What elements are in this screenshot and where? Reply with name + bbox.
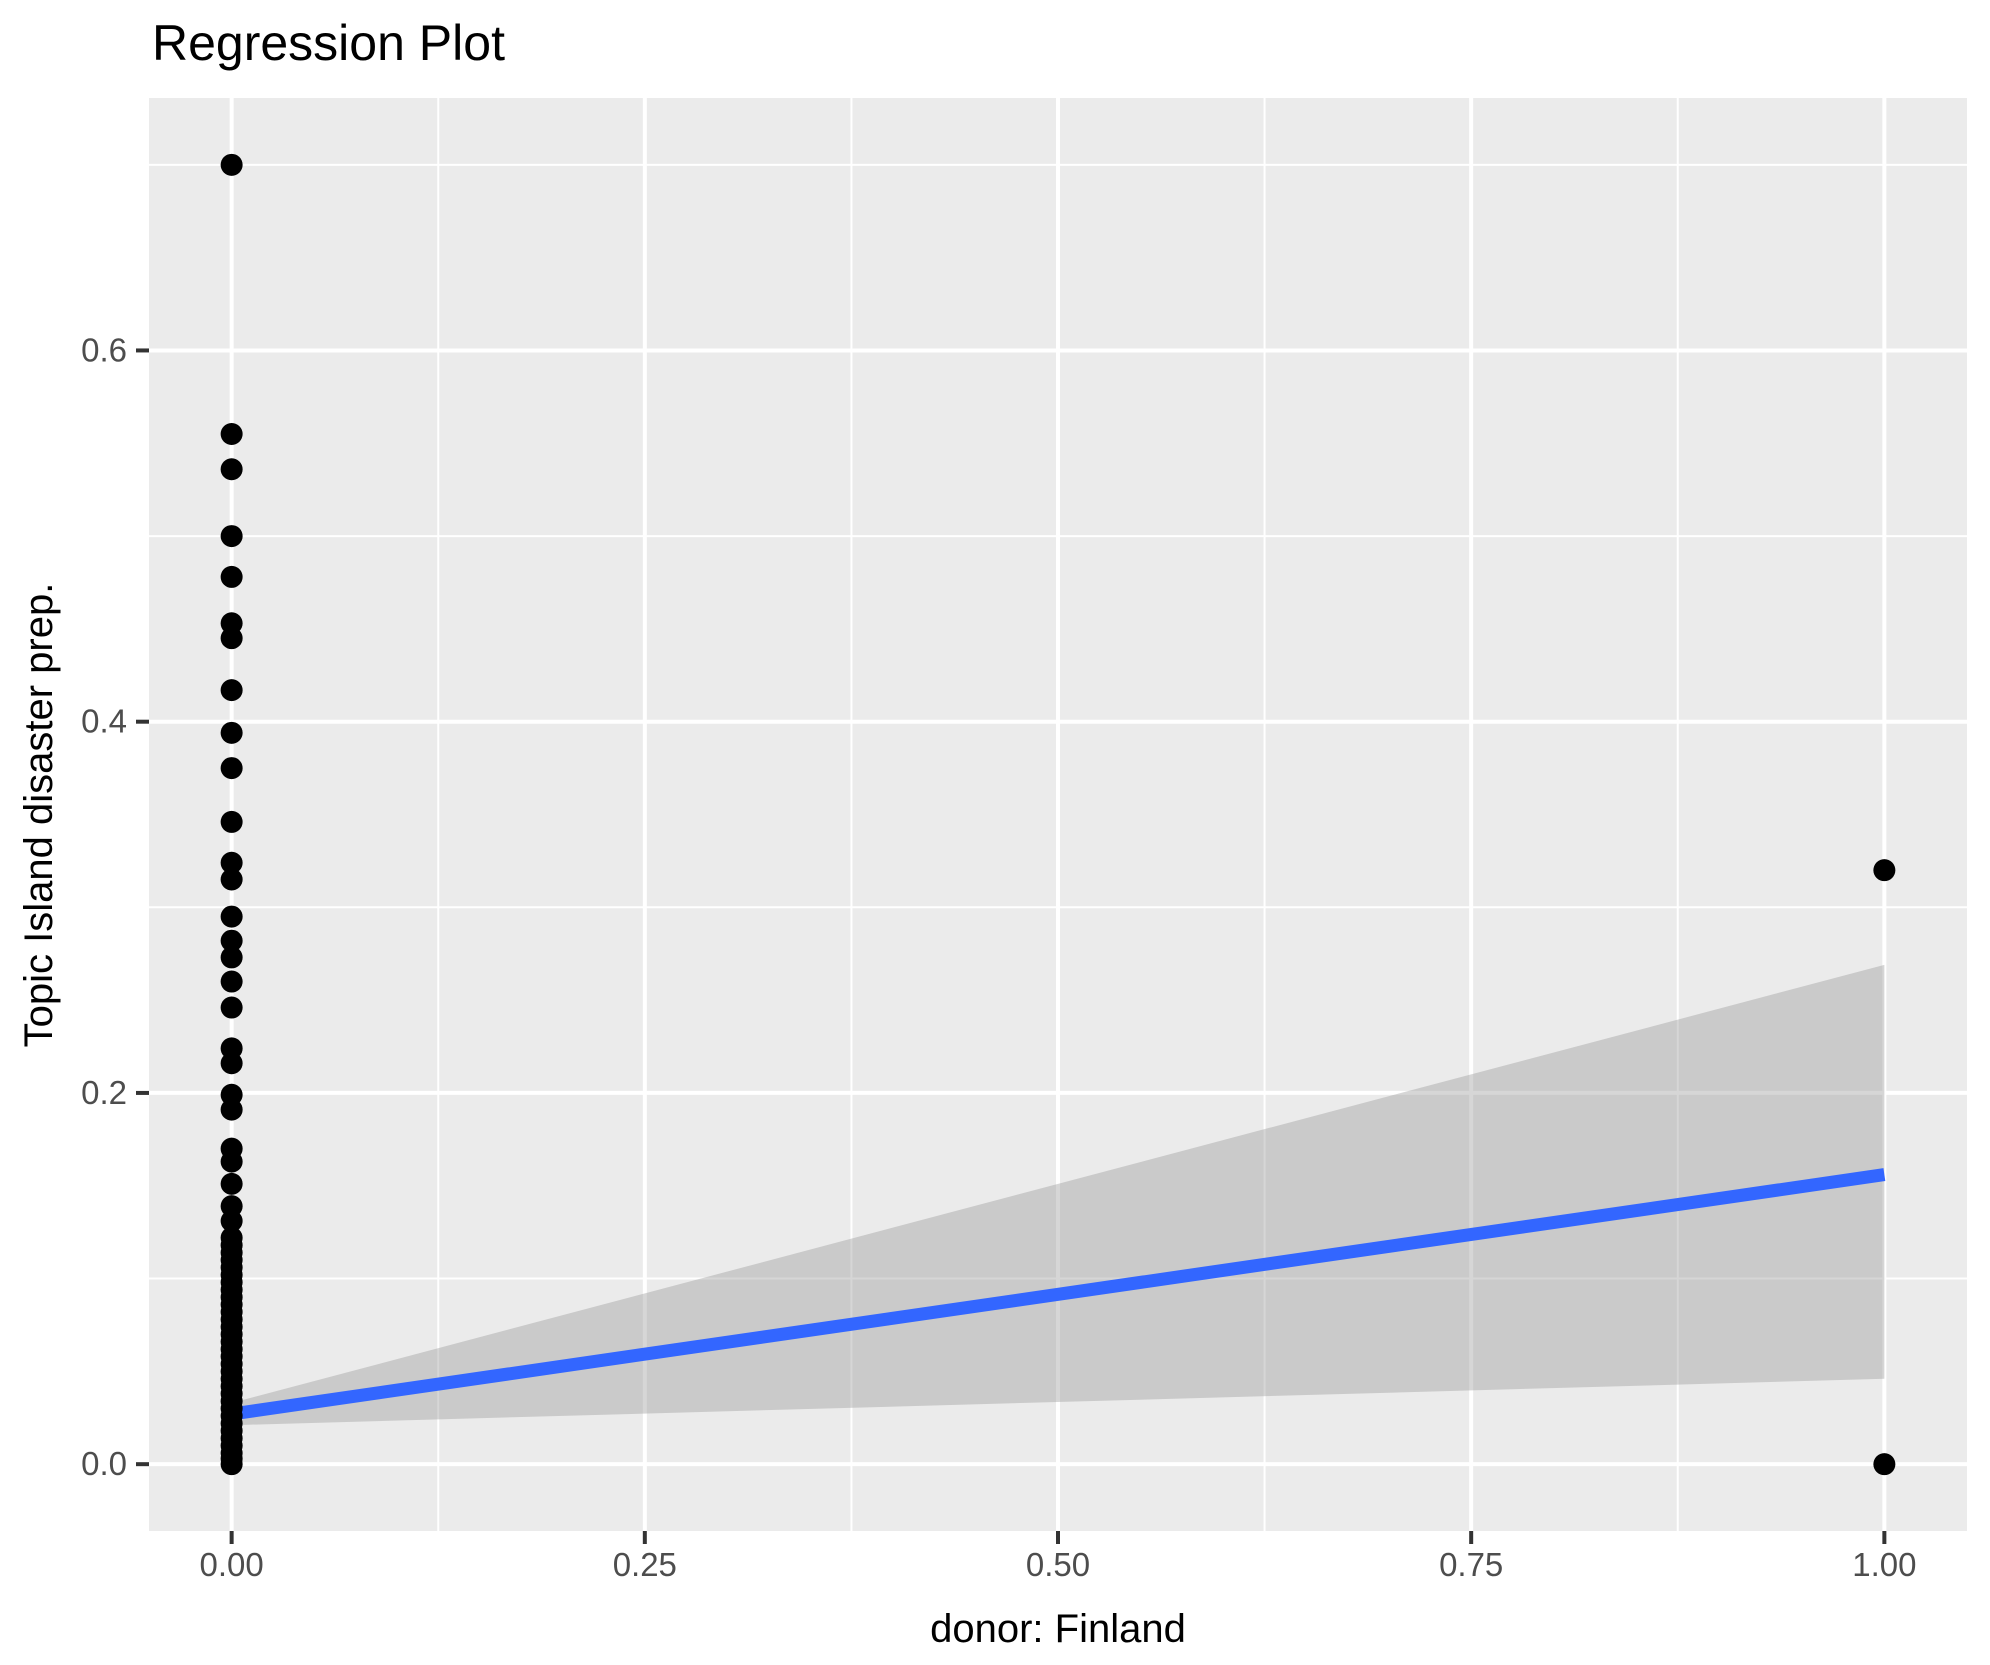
data-point [1873,859,1896,882]
y-tick-label: 0.0 [81,1445,127,1482]
data-point [220,679,243,702]
y-axis-title: Topic Island disaster prep. [17,583,61,1048]
data-point [220,851,243,874]
data-point [220,1453,243,1476]
y-tick-label: 0.4 [81,703,127,740]
data-point [220,1098,243,1121]
chart-title: Regression Plot [152,15,505,71]
data-point [1873,1453,1896,1476]
data-point [220,565,243,588]
data-point [220,905,243,928]
regression-line [230,1168,1886,1421]
data-point [220,810,243,833]
x-tick-label: 0.75 [1439,1546,1503,1583]
x-tick-label: 0.00 [200,1546,264,1583]
data-point [220,868,243,891]
data-point [220,1210,243,1233]
data-point [220,1150,243,1173]
data-point [220,996,243,1019]
ci-band [231,964,1885,1426]
data-point [220,422,243,445]
y-tick-label: 0.6 [81,331,127,368]
x-tick-label: 0.25 [613,1546,677,1583]
x-tick-label: 0.50 [1026,1546,1090,1583]
data-point [220,721,243,744]
data-point [220,946,243,969]
x-axis-title: donor: Finland [930,1607,1186,1651]
data-point [220,757,243,780]
data-point [220,525,243,548]
chart-layer: 0.00 0.25 0.50 0.75 1.00 0.0 0.2 0.4 0.6 [81,98,1967,1583]
x-tick-label: 1.00 [1852,1546,1916,1583]
data-point [220,929,243,952]
data-point [220,970,243,993]
data-point [220,458,243,481]
data-point [220,153,243,176]
data-point [220,1052,243,1075]
data-point [220,1172,243,1195]
y-tick-label: 0.2 [81,1074,127,1111]
data-point [220,627,243,650]
